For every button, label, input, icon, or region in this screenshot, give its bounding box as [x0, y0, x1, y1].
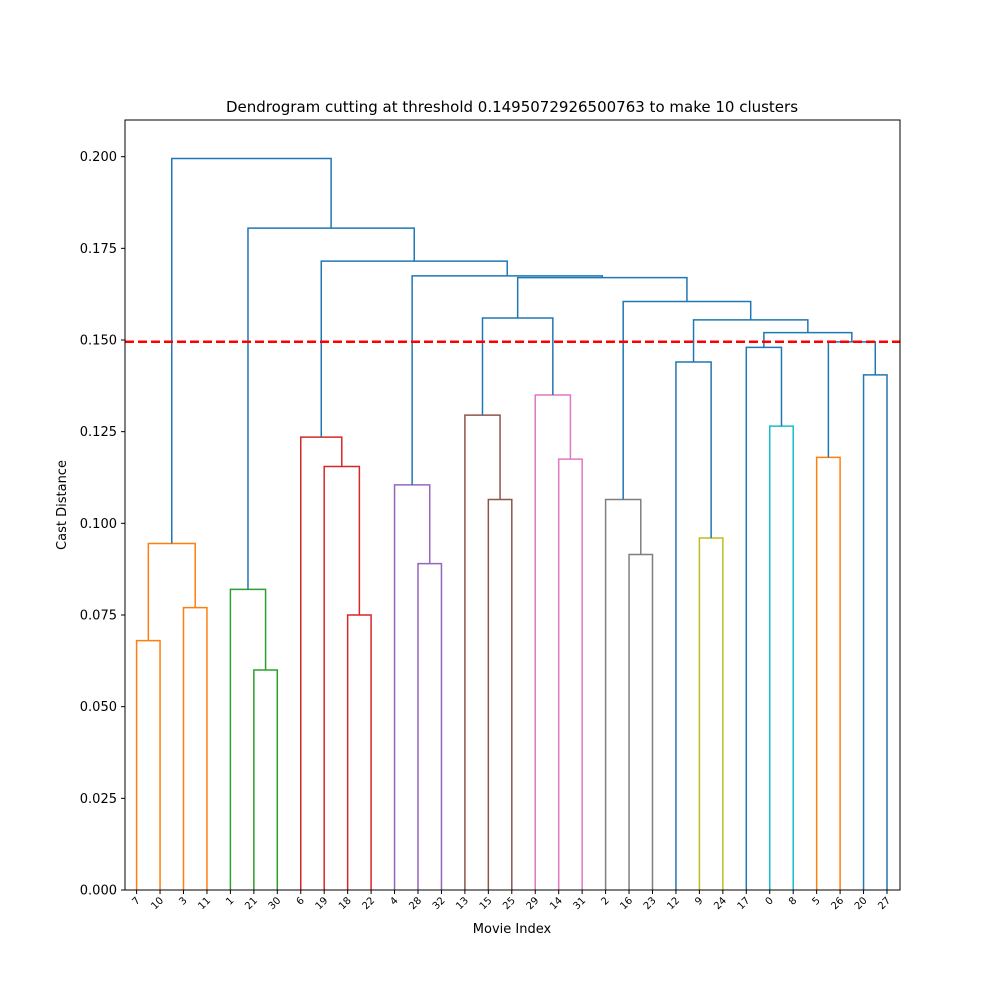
dendrogram-link-m14	[534, 394, 572, 890]
leaf-label: 10	[149, 895, 166, 912]
dendrogram-link-m17	[698, 537, 724, 890]
leaf-label: 25	[501, 895, 518, 912]
y-tick-label: 0.050	[80, 700, 117, 715]
dendrogram-link-m29	[411, 275, 604, 485]
dendrogram-link-m20	[745, 346, 783, 890]
leaf-label: 21	[243, 895, 260, 912]
leaf-label: 3	[177, 895, 189, 907]
leaf-label: 11	[196, 895, 213, 912]
dendrogram-link-m8	[300, 436, 343, 890]
dendrogram-link-m13	[557, 458, 583, 890]
leaf-label: 14	[548, 895, 565, 912]
dendrogram-link-m7	[323, 465, 361, 890]
leaf-label: 29	[525, 895, 542, 912]
leaf-label: 30	[267, 895, 284, 912]
leaf-label: 2	[599, 895, 611, 907]
leaf-label: 9	[693, 895, 705, 907]
dendrogram-link-m6	[346, 614, 372, 890]
dendrogram-link-m10	[393, 484, 431, 890]
dendrogram-link-m5	[229, 588, 267, 890]
leaf-label: 27	[876, 895, 893, 912]
chart-title: Dendrogram cutting at threshold 0.149507…	[226, 98, 798, 116]
dendrogram-link-m27	[481, 317, 554, 416]
leaf-label: 12	[665, 895, 682, 912]
leaf-label: 7	[130, 895, 142, 907]
dendrogram-link-m26	[622, 300, 752, 500]
leaf-label: 32	[431, 895, 448, 912]
leaf-label: 5	[810, 895, 822, 907]
leaf-label: 22	[360, 895, 377, 912]
leaf-label: 1	[224, 895, 236, 907]
leaf-label: 23	[642, 895, 659, 912]
leaf-label: 18	[337, 895, 354, 912]
leaf-label: 15	[478, 895, 495, 912]
dendrogram-link-m4	[253, 669, 279, 890]
leaf-label: 13	[454, 895, 471, 912]
dendrogram-link-m21	[815, 456, 841, 890]
x-axis-label: Movie Index	[473, 922, 552, 937]
dendrogram-link-m22	[862, 374, 888, 890]
dendrogram-link-m11	[487, 498, 513, 890]
dendrogram-link-m12	[464, 414, 501, 890]
dendrogram-link-m2	[182, 606, 208, 890]
leaf-label: 6	[295, 895, 307, 907]
leaf-label: 20	[853, 895, 870, 912]
y-tick-label: 0.100	[80, 517, 117, 532]
dendrogram-link-m28	[516, 276, 688, 318]
dendrogram-link-m9	[417, 562, 443, 890]
y-axis-ticks: 0.000 0.025 0.050 0.075 0.100 0.125 0.150 0.175…	[80, 150, 125, 899]
y-axis-label: Cast Distance	[55, 460, 70, 550]
y-tick-label: 0.025	[80, 792, 117, 807]
leaf-label: 24	[712, 895, 729, 912]
dendrogram-link-m31	[247, 227, 415, 590]
dendrogram-link-m16	[604, 498, 642, 890]
dendrogram-link-m24	[763, 331, 853, 348]
dendrogram-link-m15	[628, 553, 654, 890]
y-tick-label: 0.175	[80, 242, 117, 257]
y-tick-label: 0.150	[80, 334, 117, 349]
dendrogram-link-m30	[320, 260, 508, 438]
y-tick-label: 0.075	[80, 609, 117, 624]
y-tick-label: 0.125	[80, 425, 117, 440]
plot-frame	[124, 119, 901, 891]
y-tick-label: 0.200	[80, 150, 117, 165]
leaf-label: 16	[618, 895, 635, 912]
leaf-label: 19	[314, 895, 331, 912]
y-tick-label: 0.000	[80, 884, 117, 899]
dendrogram-link-m19	[769, 425, 794, 890]
leaf-label: 26	[829, 895, 846, 912]
dendrogram-link-m18	[675, 361, 712, 890]
leaf-label: 8	[787, 895, 799, 907]
dendrogram-link-m32	[171, 157, 332, 544]
leaf-label: 4	[388, 895, 400, 907]
x-axis-ticks: 7 10 3 11 1 21 30 6 19 18 22 4 28 32 13 15 25 29 14 31 2 16 23…	[130, 890, 893, 912]
leaf-label: 0	[764, 895, 776, 907]
dendrogram-link-m1	[135, 639, 161, 890]
leaf-label: 28	[407, 895, 424, 912]
leaf-label: 31	[571, 895, 588, 912]
dendrogram-link-m23	[827, 341, 877, 458]
leaf-label: 17	[736, 895, 753, 912]
dendrogram-links	[135, 157, 888, 890]
dendrogram-link-m3	[147, 542, 196, 641]
